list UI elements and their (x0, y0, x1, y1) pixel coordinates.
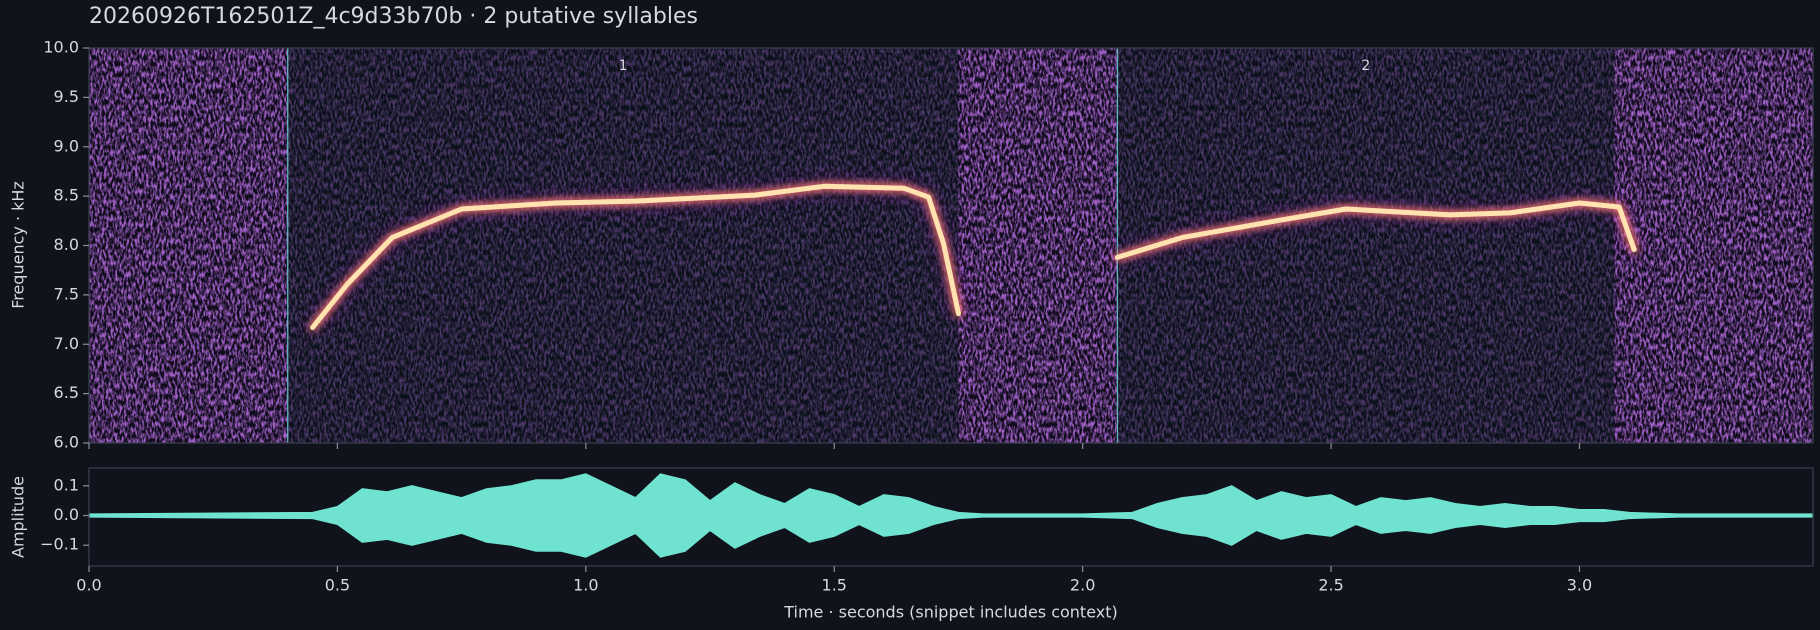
y-tick-label: 10.0 (43, 38, 79, 57)
frequency-contour (310, 183, 1637, 330)
x-tick-label: 2.0 (1070, 576, 1095, 595)
syllable-region (1117, 48, 1615, 443)
x-tick-label: 3.0 (1567, 576, 1592, 595)
x-tick-label: 2.5 (1318, 576, 1343, 595)
x-tick-label: 0.5 (325, 576, 350, 595)
y-tick-label: 9.5 (54, 87, 79, 106)
y-tick-label: 6.5 (54, 383, 79, 402)
y-tick-label: 0.0 (54, 505, 79, 524)
y-tick-label: 6.0 (54, 433, 79, 452)
syllable-region (287, 48, 959, 443)
x-tick-label: 1.5 (822, 576, 847, 595)
syllable-label: 1 (619, 58, 628, 74)
y-axis-label: Frequency · kHz (9, 181, 28, 309)
syllable-label: 2 (1361, 58, 1370, 74)
y-axis-label: Amplitude (9, 476, 28, 558)
x-tick-label: 1.0 (573, 576, 598, 595)
y-tick-label: 9.0 (54, 136, 79, 155)
x-axis-label: Time · seconds (snippet includes context… (783, 603, 1118, 622)
chart-title: 20260926T162501Z_4c9d33b70b · 2 putative… (89, 4, 698, 29)
y-tick-label: 0.1 (54, 475, 79, 494)
x-tick-label: 0.0 (76, 576, 101, 595)
y-tick-label: −0.1 (40, 535, 79, 554)
plot-frame (88, 467, 1814, 567)
y-tick-label: 7.5 (54, 284, 79, 303)
y-tick-label: 8.0 (54, 235, 79, 254)
y-tick-label: 7.0 (54, 334, 79, 353)
y-tick-label: 8.5 (54, 186, 79, 205)
